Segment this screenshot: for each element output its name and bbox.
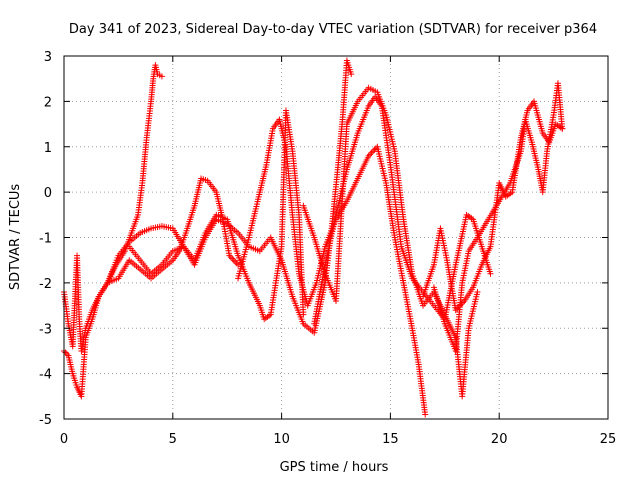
x-tick-label: 0 — [60, 432, 68, 447]
x-tick-label: 20 — [491, 432, 508, 447]
data-point — [487, 270, 494, 277]
y-tick-label: -1 — [39, 232, 52, 247]
x-axis-label: GPS time / hours — [280, 460, 389, 475]
x-tick-label: 5 — [169, 432, 177, 447]
x-tick-label: 10 — [273, 432, 290, 447]
data-point — [559, 125, 566, 132]
axis-ticks: 0 5 10 15 20 25 -5 -4 -3 -2 -1 0 1 2 3 — [39, 50, 616, 447]
y-tick-label: -2 — [39, 277, 52, 292]
series-trace-7 — [311, 93, 494, 327]
series-trace-9 — [430, 80, 566, 354]
series-trace-8 — [420, 98, 566, 314]
y-tick-label: 1 — [44, 141, 52, 156]
grid-lines — [64, 56, 608, 419]
y-tick-label: -3 — [39, 322, 52, 337]
x-tick-label: 25 — [600, 432, 617, 447]
y-axis-label: SDTVAR / TECUs — [8, 184, 23, 291]
data-point — [422, 411, 429, 418]
data-point — [158, 73, 165, 80]
data-point — [474, 288, 481, 295]
series-trace-5 — [235, 116, 429, 418]
chart-title: Day 341 of 2023, Sidereal Day-to-day VTE… — [69, 22, 597, 37]
y-tick-label: 3 — [44, 50, 52, 65]
series-trace-3 — [104, 107, 307, 323]
data-marks — [61, 57, 566, 418]
y-tick-label: -4 — [39, 368, 52, 383]
y-tick-label: 2 — [44, 95, 52, 110]
series-trace-4 — [126, 57, 355, 336]
y-tick-label: -5 — [39, 413, 52, 428]
data-point — [348, 71, 355, 78]
x-tick-label: 15 — [382, 432, 399, 447]
y-tick-label: 0 — [44, 186, 52, 201]
